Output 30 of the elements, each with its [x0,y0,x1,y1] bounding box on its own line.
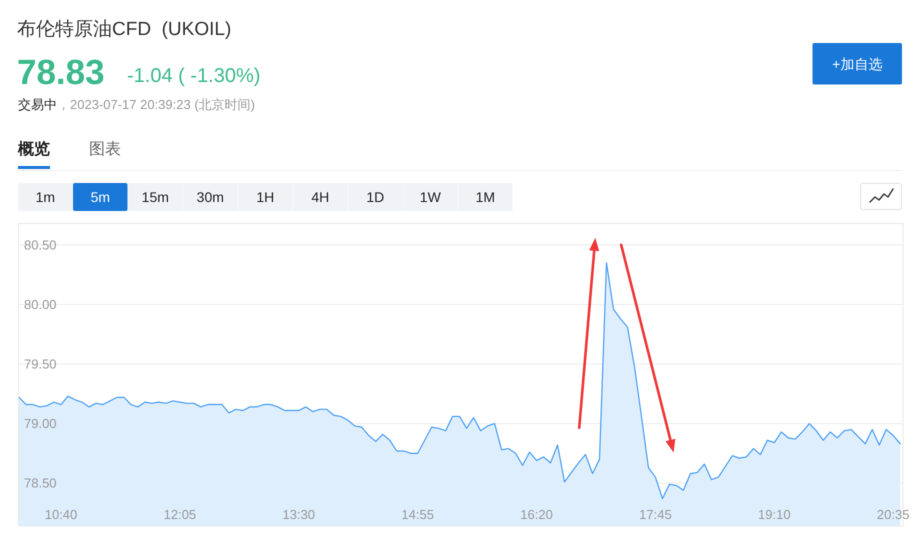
trading-status: 交易中 [18,97,57,112]
button-period: 30m [183,183,238,211]
button-period: 5m [73,183,128,211]
y-tick-label: 79.50 [24,356,57,372]
price-change: -1.04 ( -1.30%) [127,65,260,87]
price: 78.83 [17,53,105,92]
x-tick-label: 12:05 [164,507,196,522]
x-tick-label: 19:10 [758,507,791,522]
x-tick-label: 16:20 [520,507,553,522]
y-tick-label: 80.00 [24,297,57,312]
tab-label: 概览 [18,141,50,158]
y-tick-label: 79.00 [24,416,57,432]
y-tick-label: 78.50 [24,476,57,491]
button-period: 1D [348,183,402,211]
button-period: 1M [458,183,512,211]
button-period: 4H [293,183,348,211]
timestamp: ，2023-07-17 20:39:23 (北京时间) [57,97,255,112]
x-tick-label: 14:55 [401,507,434,522]
button-period: 1m [18,183,72,211]
x-tick-label: 10:40 [44,507,78,522]
button-add-watchlist: +加自选 [812,43,902,84]
tab-label: 图表 [89,141,121,158]
button-period: 1H [238,183,292,211]
button-period: 15m [128,183,182,211]
x-tick-label: 20:35 [876,507,910,522]
title: 布伦特原油CFD (UKOIL) [17,19,232,40]
button-period: 1W [403,183,458,211]
y-tick-label: 80.50 [24,237,57,252]
x-tick-label: 17:45 [639,507,672,522]
x-tick-label: 13:30 [282,507,316,522]
